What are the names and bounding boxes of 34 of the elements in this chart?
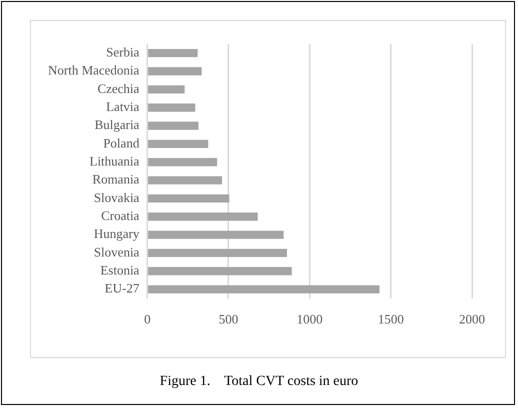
bar <box>148 176 222 184</box>
y-tick-label: EU-27 <box>104 280 140 296</box>
bar <box>148 248 287 258</box>
y-tick-label: Serbia <box>106 44 140 60</box>
bar <box>148 67 202 76</box>
y-tick-label: Slovakia <box>94 190 140 205</box>
y-tick-label: Poland <box>103 135 140 150</box>
bar <box>148 122 198 130</box>
bar <box>148 48 198 58</box>
y-tick-label: North Macedonia <box>48 62 140 78</box>
bar <box>148 140 208 148</box>
y-tick-label: Czechia <box>97 80 140 96</box>
x-tick-label: 1000 <box>296 312 323 327</box>
bar <box>148 85 185 94</box>
x-tick-label: 1500 <box>378 312 404 327</box>
x-tick-label: 0 <box>144 312 151 327</box>
bar <box>148 194 230 203</box>
y-tick-label: Slovenia <box>94 244 140 260</box>
y-tick-label: Lithuania <box>90 154 140 169</box>
y-tick-label: Romania <box>92 172 140 187</box>
bar <box>148 230 284 239</box>
y-tick-label: Bulgaria <box>94 117 140 132</box>
bar <box>148 267 292 276</box>
x-tick-label: 2000 <box>459 312 485 327</box>
bar <box>148 104 196 112</box>
y-tick-label: Croatia <box>101 208 140 224</box>
y-tick-label: Latvia <box>106 99 140 114</box>
bar <box>148 158 218 166</box>
caption: Figure 1. Total CVT costs in euro <box>158 374 360 390</box>
y-tick-label: Hungary <box>94 226 140 242</box>
bar <box>148 285 380 294</box>
bar <box>148 212 258 221</box>
y-tick-label: Estonia <box>100 262 140 278</box>
x-tick-label: 500 <box>218 312 238 327</box>
